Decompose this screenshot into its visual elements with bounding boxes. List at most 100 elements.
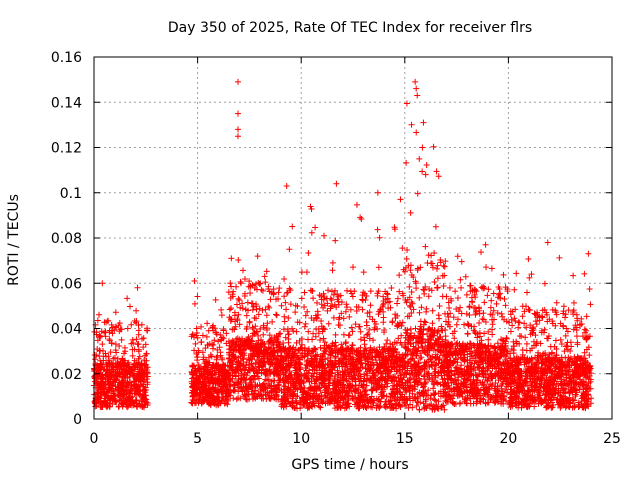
data-point [110, 368, 117, 375]
data-point [140, 381, 147, 388]
data-point [215, 363, 222, 370]
data-point [212, 296, 219, 303]
data-point [219, 356, 226, 363]
data-point [109, 360, 116, 367]
data-point [106, 384, 113, 391]
data-point [98, 361, 105, 368]
data-point [203, 394, 210, 401]
data-point [226, 314, 233, 321]
data-point [98, 390, 105, 397]
data-point [211, 365, 218, 372]
data-point [198, 323, 205, 330]
data-point [206, 401, 213, 408]
data-point [104, 317, 111, 324]
data-point [245, 334, 252, 341]
data-point [197, 391, 204, 398]
data-point [208, 371, 215, 378]
data-point [127, 379, 134, 386]
data-point [220, 361, 227, 368]
data-point [144, 369, 151, 376]
data-point [249, 306, 256, 313]
data-point [188, 378, 195, 385]
data-point [117, 363, 124, 370]
data-point [104, 389, 111, 396]
data-point [201, 368, 208, 375]
data-point [122, 397, 129, 404]
data-point [135, 360, 142, 367]
data-point [92, 356, 99, 363]
data-point [104, 372, 111, 379]
data-point [118, 336, 125, 343]
data-point [125, 367, 132, 374]
data-point [204, 364, 211, 371]
data-point [216, 380, 223, 387]
data-point [96, 347, 103, 354]
data-point [128, 398, 135, 405]
data-point [112, 397, 119, 404]
data-point [109, 330, 116, 337]
data-point [211, 337, 218, 344]
data-point [221, 373, 228, 380]
data-point [194, 353, 201, 360]
data-point [121, 372, 128, 379]
data-point [105, 393, 112, 400]
data-point [106, 336, 113, 343]
data-point [115, 386, 122, 393]
data-point [227, 280, 234, 287]
data-point [219, 376, 226, 383]
data-point [97, 395, 104, 402]
data-point [106, 376, 113, 383]
data-point [136, 353, 143, 360]
data-point [93, 366, 100, 373]
data-point [116, 403, 123, 410]
data-point [218, 398, 225, 405]
data-point [277, 330, 284, 337]
data-point [124, 295, 131, 302]
data-point [112, 383, 119, 390]
data-point [212, 329, 219, 336]
data-point [103, 402, 110, 409]
data-point [96, 311, 103, 318]
data-point [133, 385, 140, 392]
data-point [107, 349, 114, 356]
data-point [195, 349, 202, 356]
data-point [196, 379, 203, 386]
data-point [94, 376, 101, 383]
data-point [223, 370, 230, 377]
data-point [134, 374, 141, 381]
data-point [201, 363, 208, 370]
data-point [142, 352, 149, 359]
data-point [135, 348, 142, 355]
data-point [102, 328, 109, 335]
data-point [94, 369, 101, 376]
data-point [129, 336, 136, 343]
data-point [112, 347, 119, 354]
data-point [214, 346, 221, 353]
data-point [224, 397, 231, 404]
data-point [218, 306, 225, 313]
data-point [124, 325, 131, 332]
data-point [126, 303, 133, 310]
chart-title: Day 350 of 2025, Rate Of TEC Index for r… [168, 20, 532, 36]
data-point [200, 385, 207, 391]
data-point [137, 375, 144, 382]
data-point [228, 255, 235, 262]
data-point [198, 372, 205, 379]
data-point [144, 327, 151, 334]
data-point [101, 319, 108, 326]
data-point [228, 283, 235, 290]
data-point [141, 391, 148, 398]
data-point [102, 398, 109, 405]
data-point [126, 387, 133, 394]
data-point [116, 320, 123, 327]
data-point [109, 368, 116, 375]
data-point [94, 337, 101, 344]
data-point [189, 396, 196, 403]
data-point [269, 318, 276, 325]
data-point [142, 341, 149, 348]
data-point [213, 393, 220, 400]
data-point [108, 340, 115, 347]
data-point [209, 368, 216, 375]
data-point [124, 370, 131, 377]
